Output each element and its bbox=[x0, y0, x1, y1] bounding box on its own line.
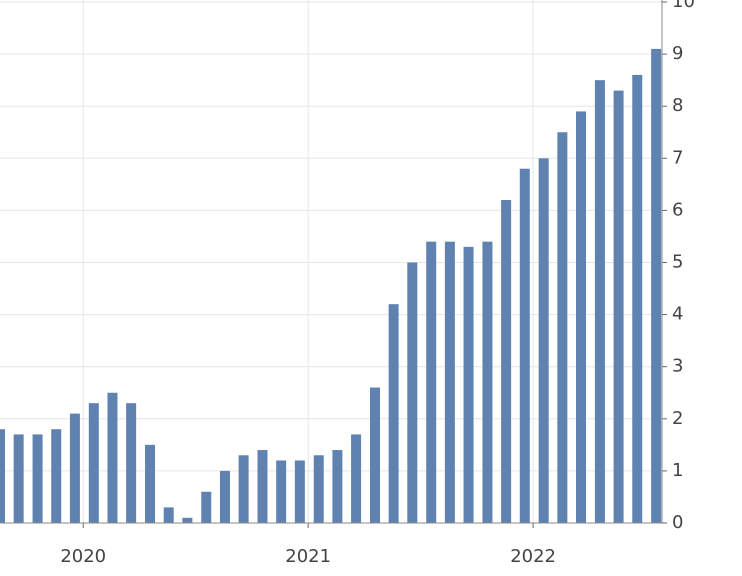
bar bbox=[182, 517, 193, 523]
bar bbox=[313, 455, 324, 523]
bar bbox=[0, 429, 5, 523]
y-tick-label: 1 bbox=[672, 460, 683, 481]
bar bbox=[388, 304, 399, 523]
bar bbox=[501, 199, 512, 524]
bar bbox=[276, 460, 287, 523]
bar bbox=[519, 168, 530, 523]
bar bbox=[32, 434, 43, 523]
bar bbox=[576, 111, 587, 523]
y-tick-label: 6 bbox=[672, 199, 683, 220]
bar bbox=[69, 413, 80, 523]
bar bbox=[51, 429, 62, 523]
bar bbox=[594, 80, 605, 524]
bar bbox=[201, 491, 212, 523]
bar bbox=[332, 450, 343, 523]
y-tick-label: 0 bbox=[672, 512, 683, 533]
y-tick-label: 4 bbox=[672, 304, 683, 325]
bar bbox=[538, 158, 549, 524]
bar bbox=[145, 444, 156, 523]
bar bbox=[294, 460, 305, 523]
bar bbox=[369, 387, 380, 523]
bar bbox=[13, 434, 24, 523]
y-tick-label: 2 bbox=[672, 408, 683, 429]
y-tick-label: 7 bbox=[672, 147, 683, 168]
x-tick-label: 2022 bbox=[510, 546, 556, 567]
bar bbox=[126, 403, 137, 523]
bar bbox=[463, 246, 474, 523]
bar bbox=[482, 241, 493, 523]
bar bbox=[426, 241, 437, 523]
y-tick-label: 8 bbox=[672, 95, 683, 116]
bar bbox=[219, 470, 230, 523]
bar bbox=[163, 507, 174, 523]
bar bbox=[88, 403, 99, 523]
bar bbox=[613, 90, 624, 523]
bar bbox=[107, 392, 118, 523]
bar bbox=[651, 48, 662, 523]
y-tick-label: 9 bbox=[672, 43, 683, 64]
y-tick-label: 3 bbox=[672, 356, 683, 377]
x-tick-label: 2021 bbox=[285, 546, 331, 567]
bar bbox=[407, 262, 418, 523]
bar bbox=[257, 450, 268, 523]
bar bbox=[557, 132, 568, 523]
bar bbox=[632, 74, 643, 523]
bar bbox=[238, 455, 249, 523]
bar bbox=[444, 241, 455, 523]
x-tick-label: 2020 bbox=[60, 546, 106, 567]
y-tick-label: 5 bbox=[672, 252, 683, 273]
bar bbox=[351, 434, 362, 523]
y-tick-label: 10 bbox=[672, 0, 695, 12]
